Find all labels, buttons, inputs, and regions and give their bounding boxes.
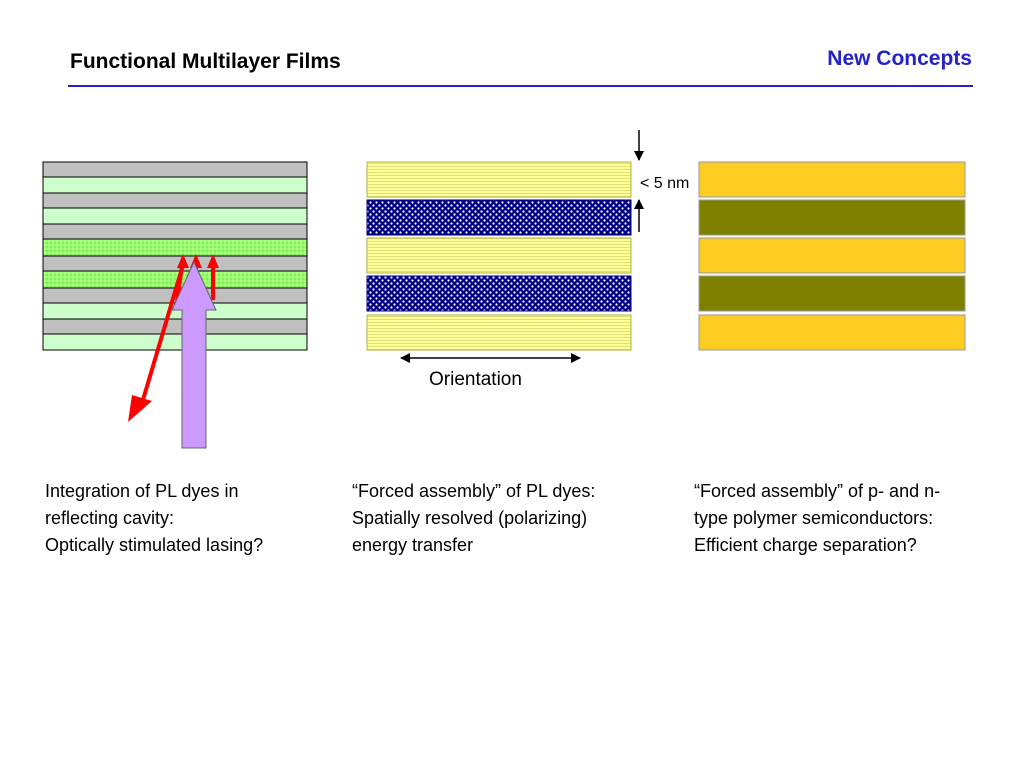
dye-layer-yellow: [366, 237, 632, 274]
p-type-layer: [698, 161, 966, 198]
caption-line: “Forced assembly” of PL dyes:: [352, 481, 596, 501]
caption-dyes: “Forced assembly” of PL dyes: Spatially …: [352, 478, 595, 559]
caption-line: Spatially resolved (polarizing): [352, 508, 588, 528]
caption-line: Efficient charge separation?: [694, 535, 917, 555]
p-type-layer: [698, 237, 966, 274]
caption-cavity: Integration of PL dyes in reflecting cav…: [45, 478, 263, 559]
section-label: New Concepts: [827, 47, 972, 70]
cavity-layer-gray: [42, 161, 308, 178]
caption-line: type polymer semiconductors:: [694, 508, 934, 528]
header-divider: [68, 85, 973, 87]
caption-line: “Forced assembly” of p- and n-: [694, 481, 941, 501]
lasing-output-arrow: [138, 264, 185, 411]
cavity-layer-green: [42, 207, 308, 225]
orientation-label: Orientation: [429, 369, 522, 390]
dye-stack: [366, 161, 632, 351]
dye-layer-yellow: [366, 314, 632, 351]
dye-layer-yellow: [366, 161, 632, 198]
cavity-layer-gray: [42, 255, 308, 272]
slide-title: Functional Multilayer Films: [70, 50, 341, 73]
caption-line: reflecting cavity:: [45, 508, 175, 528]
cavity-layer-green: [42, 333, 308, 351]
p-type-layer: [698, 314, 966, 351]
dye-layer-navy: [366, 199, 632, 236]
caption-line: Optically stimulated lasing?: [45, 535, 264, 555]
cavity-layer-green: [42, 176, 308, 194]
thickness-label: < 5 nm: [640, 175, 689, 192]
cavity-layer-gray: [42, 192, 308, 209]
dye-layer-navy: [366, 275, 632, 312]
dye-layer-green: [42, 238, 308, 257]
pump-arrow: [171, 260, 217, 449]
n-type-layer: [698, 275, 966, 312]
semiconductor-stack: [698, 161, 966, 351]
cavity-layer-gray: [42, 318, 308, 335]
caption-semiconductors: “Forced assembly” of p- and n- type poly…: [694, 478, 940, 559]
caption-line: energy transfer: [352, 535, 474, 555]
cavity-layer-gray: [42, 223, 308, 240]
cavity-stack: [42, 161, 308, 351]
lasing-arrowhead: [128, 395, 152, 422]
caption-line: Integration of PL dyes in: [45, 481, 239, 501]
n-type-layer: [698, 199, 966, 236]
